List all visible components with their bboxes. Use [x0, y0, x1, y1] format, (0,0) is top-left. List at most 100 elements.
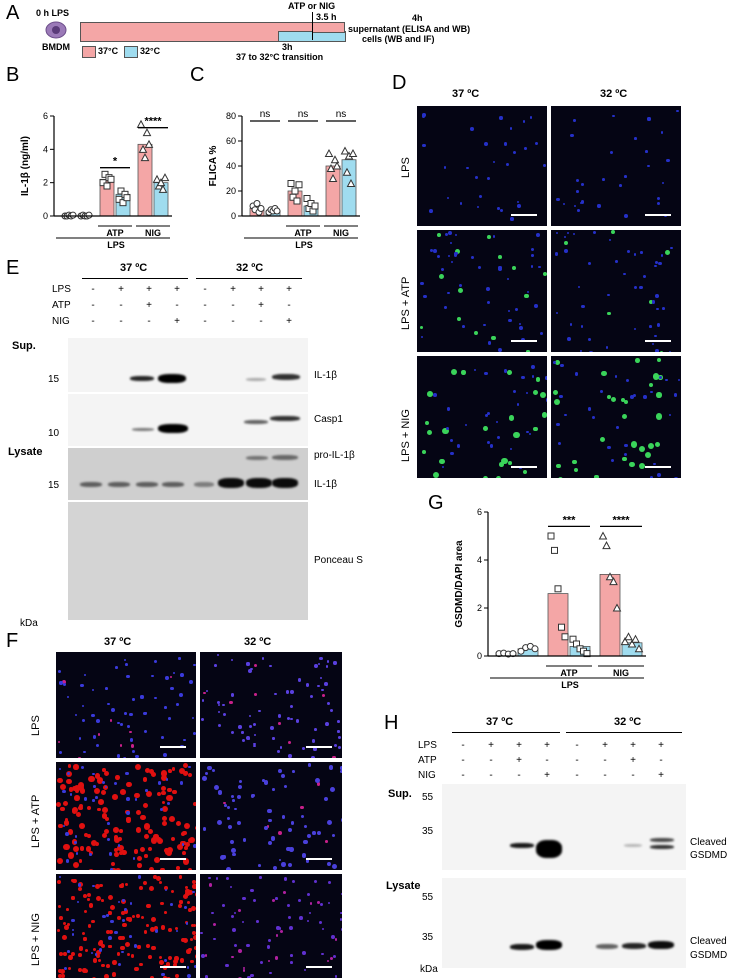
cell-nucleus — [487, 341, 492, 345]
cell-nucleus — [558, 441, 562, 445]
cell-nucleus — [132, 857, 136, 860]
cell-nucleus — [79, 845, 85, 851]
cell-nucleus — [605, 346, 609, 349]
cell-nucleus — [163, 886, 168, 891]
cell-nucleus — [655, 413, 663, 420]
cell-nucleus — [182, 843, 185, 846]
treatment-sign: - — [461, 740, 465, 751]
cell-nucleus — [157, 781, 162, 785]
cell-nucleus — [233, 911, 237, 915]
cell-nucleus — [543, 271, 547, 276]
cell-nucleus — [233, 943, 238, 947]
cell-nucleus — [497, 436, 501, 440]
band — [162, 482, 184, 487]
cell-nucleus — [266, 825, 270, 829]
cell-nucleus — [156, 875, 162, 881]
cell-nucleus — [114, 867, 121, 870]
data-point — [69, 211, 77, 219]
cell-nucleus — [222, 712, 226, 716]
f-row-lps: LPS — [30, 715, 42, 736]
cell-nucleus — [660, 254, 664, 257]
cell-nucleus — [285, 690, 290, 694]
cell-nucleus — [321, 688, 324, 691]
cell-nucleus — [648, 299, 654, 305]
cell-nucleus — [230, 693, 235, 697]
band — [158, 424, 188, 433]
cell-nucleus — [217, 790, 223, 795]
cell-nucleus — [451, 260, 454, 264]
legend-37c-label: 37°C — [98, 46, 119, 56]
cell-nucleus — [433, 393, 437, 397]
cell-nucleus — [281, 815, 286, 819]
cell-nucleus — [103, 974, 109, 978]
cell-nucleus — [63, 925, 69, 930]
cell-nucleus — [123, 908, 129, 914]
cell-nucleus — [624, 399, 629, 405]
macrophage-icon — [45, 21, 67, 39]
cell-nucleus — [642, 275, 646, 279]
cell-nucleus — [256, 919, 259, 923]
cell-nucleus — [192, 891, 195, 894]
cell-nucleus — [83, 673, 87, 677]
cell-nucleus — [154, 856, 161, 863]
cell-nucleus — [283, 784, 287, 788]
band — [108, 482, 130, 487]
cell-nucleus — [339, 911, 342, 915]
cell-nucleus — [624, 452, 628, 456]
cell-nucleus — [136, 809, 142, 816]
cell-nucleus — [420, 335, 423, 339]
cell-nucleus — [496, 475, 502, 478]
cell-nucleus — [577, 285, 581, 289]
cell-nucleus — [253, 898, 257, 903]
cell-nucleus — [71, 878, 77, 884]
cell-nucleus — [91, 713, 95, 718]
cell-nucleus — [624, 214, 629, 219]
h-lysate-label: Lysate — [386, 880, 421, 892]
chart-c: 0 20 40 60 80 FLICA % ATP NIG LPS ns ns ns — [208, 109, 360, 250]
cell-nucleus — [147, 828, 154, 835]
cell-nucleus — [119, 828, 123, 833]
y-axis-label: IL-1β (ng/ml) — [20, 136, 31, 196]
cell-nucleus — [230, 731, 234, 735]
cell-nucleus — [183, 938, 188, 943]
cell-nucleus — [289, 690, 294, 694]
cell-nucleus — [92, 773, 95, 776]
cell-nucleus — [654, 264, 657, 268]
data-point — [624, 632, 633, 641]
cell-nucleus — [95, 884, 101, 890]
cell-nucleus — [234, 807, 238, 811]
cell-nucleus — [164, 910, 167, 914]
cell-nucleus — [290, 960, 294, 964]
cell-nucleus — [651, 299, 656, 304]
cell-nucleus — [181, 832, 186, 837]
cell-nucleus — [67, 764, 72, 768]
t3-label: 3h — [282, 42, 293, 52]
cell-nucleus — [487, 177, 491, 181]
cell-nucleus — [57, 669, 61, 673]
cell-nucleus — [172, 789, 177, 795]
cell-nucleus — [531, 375, 535, 379]
cell-nucleus — [656, 392, 662, 398]
cell-nucleus — [62, 789, 66, 794]
treatment-sign: + — [544, 740, 550, 751]
cell-nucleus — [216, 700, 221, 705]
bmdm-label: BMDM — [42, 42, 70, 52]
cell-nucleus — [136, 855, 143, 861]
cell-nucleus — [259, 876, 262, 879]
cell-nucleus — [272, 737, 275, 740]
cell-nucleus — [132, 697, 135, 701]
cell-nucleus — [166, 794, 173, 802]
cell-nucleus — [258, 864, 262, 867]
data-point — [348, 148, 358, 157]
cell-nucleus — [512, 150, 516, 154]
cell-nucleus — [478, 195, 482, 199]
cell-nucleus — [529, 116, 533, 119]
cell-nucleus — [225, 876, 229, 880]
cell-nucleus — [111, 959, 117, 965]
f-row-lps-nig: LPS + NIG — [30, 913, 42, 966]
cell-nucleus — [176, 866, 180, 870]
cell-nucleus — [87, 869, 95, 870]
cell-nucleus — [510, 127, 513, 130]
cell-nucleus — [486, 235, 491, 240]
